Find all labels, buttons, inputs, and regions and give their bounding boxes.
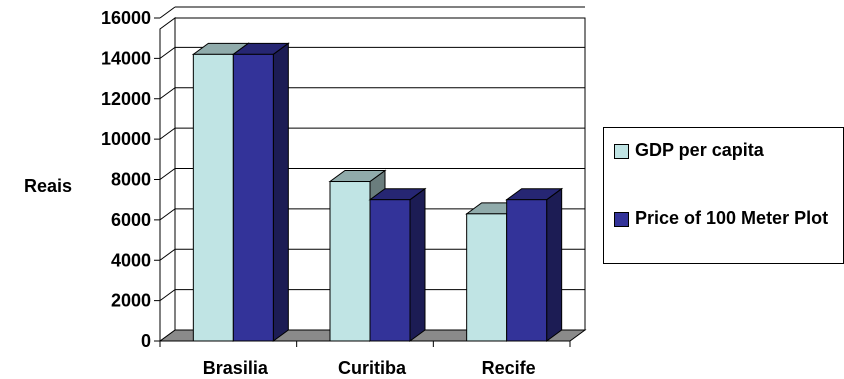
bar-front bbox=[329, 181, 371, 342]
chart-side-wall bbox=[159, 17, 176, 342]
gridline-side bbox=[159, 289, 176, 302]
bars-group bbox=[191, 42, 564, 342]
bar-side bbox=[546, 187, 563, 342]
bar bbox=[231, 42, 290, 342]
legend-item-series-2: Price of 100 Meter Plot bbox=[614, 207, 839, 229]
bar bbox=[368, 187, 427, 342]
x-tick-label: Recife bbox=[482, 358, 536, 378]
bar bbox=[505, 187, 564, 342]
bar-front bbox=[192, 53, 234, 342]
y-tick-label: 10000 bbox=[101, 129, 151, 149]
bar-front bbox=[466, 213, 508, 342]
bar-side bbox=[272, 42, 289, 342]
y-tick-label: 16000 bbox=[101, 8, 151, 28]
y-tick-labels: 0 2000 4000 6000 8000 10000 12000 14000 16000 bbox=[101, 8, 151, 351]
gridline-side bbox=[159, 46, 176, 59]
y-tick-label: 6000 bbox=[111, 210, 151, 230]
y-axis-label: Reais bbox=[24, 176, 72, 196]
bar-side bbox=[409, 187, 426, 342]
y-tick-label: 4000 bbox=[111, 250, 151, 270]
legend-item-series-1: GDP per capita bbox=[614, 139, 764, 161]
legend-label-series-1: GDP per capita bbox=[635, 140, 764, 160]
gridline-side bbox=[159, 208, 176, 221]
x-tick-labels: Brasilia Curitiba Recife bbox=[203, 358, 536, 378]
y-tick-label: 2000 bbox=[111, 291, 151, 311]
bar-front bbox=[369, 199, 411, 342]
bar-front bbox=[232, 53, 274, 342]
legend-swatch-series-2 bbox=[614, 212, 629, 227]
bar-front bbox=[506, 199, 548, 342]
x-tick-label: Curitiba bbox=[338, 358, 407, 378]
y-tick-label: 12000 bbox=[101, 89, 151, 109]
gridline-side bbox=[159, 87, 176, 100]
gridline-side bbox=[159, 248, 176, 261]
legend-label-series-2: Price of 100 Meter Plot bbox=[635, 208, 829, 228]
gridline-side bbox=[159, 6, 176, 19]
gridline-side bbox=[159, 168, 176, 180]
legend-swatch-series-1 bbox=[614, 144, 629, 159]
axes-group bbox=[154, 17, 571, 347]
y-tick-label: 0 bbox=[141, 331, 151, 351]
y-tick-label: 14000 bbox=[101, 48, 151, 68]
x-tick-label: Brasilia bbox=[203, 358, 269, 378]
y-tick-label: 8000 bbox=[111, 170, 151, 190]
chart-legend: GDP per capita Price of 100 Meter Plot bbox=[603, 127, 844, 264]
gridline-side bbox=[159, 127, 176, 140]
